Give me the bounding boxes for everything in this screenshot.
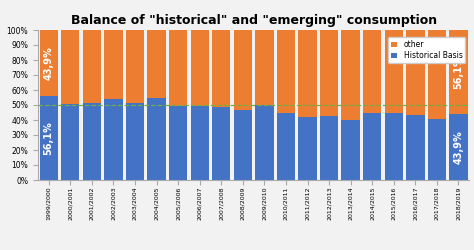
Text: 43,9%: 43,9% <box>44 46 54 80</box>
Bar <box>255 105 273 180</box>
Bar <box>61 30 80 104</box>
Bar <box>104 99 123 180</box>
Bar <box>320 30 338 116</box>
Text: 56,1%: 56,1% <box>454 55 464 89</box>
Bar <box>384 112 403 180</box>
Bar <box>406 115 425 180</box>
Bar <box>147 30 166 98</box>
Text: 56,1%: 56,1% <box>44 121 54 155</box>
Bar <box>212 107 230 180</box>
Bar <box>449 114 468 180</box>
Bar <box>341 30 360 120</box>
Bar <box>82 103 101 180</box>
Bar <box>191 30 209 106</box>
Bar <box>169 30 187 106</box>
Bar <box>169 106 187 180</box>
Bar <box>234 110 252 180</box>
Bar <box>104 30 123 99</box>
Bar <box>147 98 166 180</box>
Bar <box>298 30 317 117</box>
Title: Balance of "historical" and "emerging" consumption: Balance of "historical" and "emerging" c… <box>71 14 437 28</box>
Bar <box>428 30 446 119</box>
Bar <box>39 96 58 180</box>
Bar <box>126 103 144 180</box>
Bar <box>384 30 403 112</box>
Legend: other, Historical Basis: other, Historical Basis <box>388 37 465 63</box>
Bar <box>320 116 338 180</box>
Bar <box>406 30 425 115</box>
Text: 43,9%: 43,9% <box>454 130 464 164</box>
Bar <box>126 30 144 103</box>
Bar <box>449 30 468 114</box>
Bar <box>212 30 230 107</box>
Bar <box>39 30 58 96</box>
Bar <box>191 106 209 180</box>
Bar <box>298 117 317 180</box>
Bar <box>234 30 252 110</box>
Bar <box>363 30 382 112</box>
Bar <box>277 30 295 113</box>
Bar <box>428 119 446 180</box>
Bar <box>82 30 101 103</box>
Bar <box>255 30 273 105</box>
Bar <box>363 112 382 180</box>
Bar <box>61 104 80 180</box>
Bar <box>277 113 295 180</box>
Bar <box>341 120 360 180</box>
